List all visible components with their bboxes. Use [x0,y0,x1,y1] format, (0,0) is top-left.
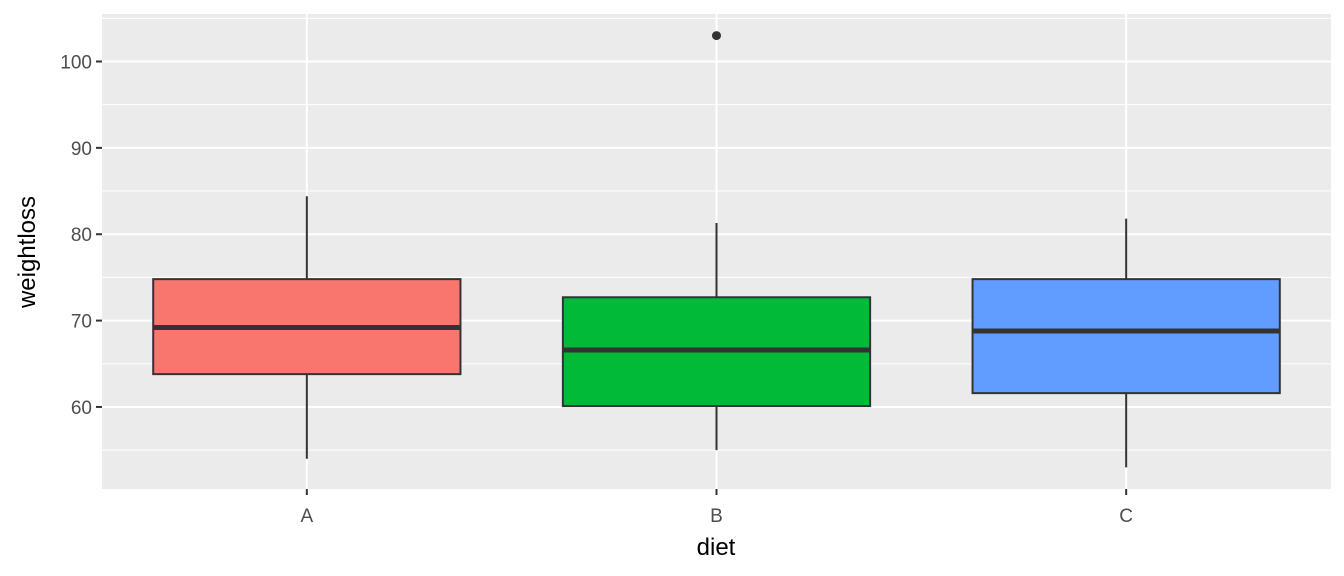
x-tick-label: C [1119,506,1133,527]
y-tick-label: 100 [60,53,92,74]
x-axis-title: diet [697,534,736,561]
axis-layer: 60 70 80 90 100 A B C [60,53,1133,528]
y-axis-title: weightloss [14,196,41,309]
box-C [971,218,1281,468]
y-tick-label: 70 [71,312,92,333]
y-tick-label: 90 [71,139,92,160]
box-body [971,278,1281,395]
box-A [152,196,462,459]
y-tick-label: 60 [71,398,92,419]
outlier-point [712,31,721,41]
box-B [561,31,872,451]
x-tick-label: A [300,506,313,527]
x-tick-label: B [710,506,723,527]
y-tick-label: 80 [71,225,92,246]
box-layer [152,31,1281,468]
